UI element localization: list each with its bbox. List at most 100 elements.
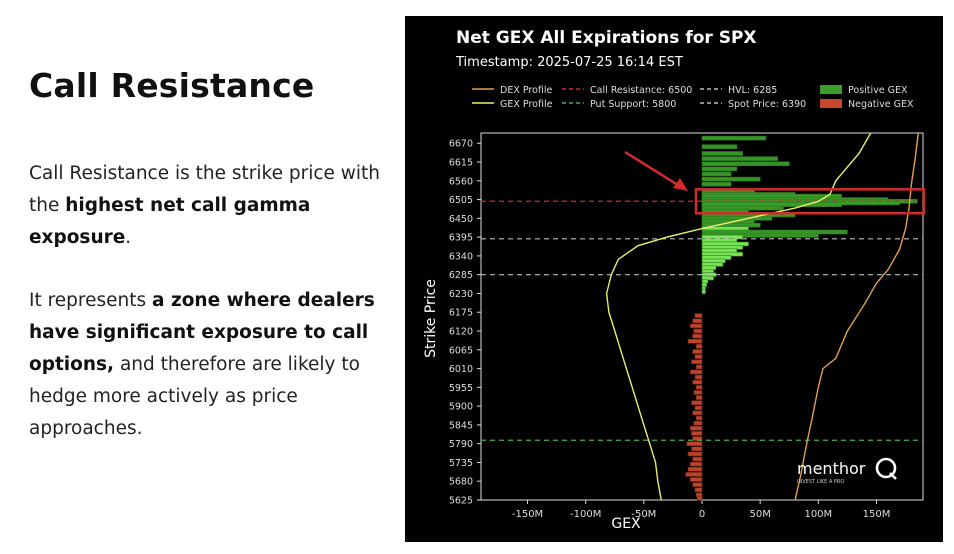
x-tick-label: 150M [863, 509, 891, 520]
positive-gex-bar [701, 156, 778, 161]
slide-title: Call Resistance [29, 66, 315, 105]
negative-gex-bar [693, 328, 703, 334]
explanation-text-1: It represents [29, 290, 153, 311]
negative-gex-bar [686, 441, 703, 446]
negative-gex-bar [692, 410, 703, 416]
y-tick-label: 5680 [449, 477, 473, 488]
negative-gex-bar [690, 461, 703, 467]
negative-gex-bar [691, 431, 703, 436]
x-tick-label: 0 [699, 509, 705, 520]
positive-gex-bar [701, 176, 761, 182]
y-tick-label: 6010 [449, 364, 473, 375]
dex-profile-line [794, 132, 919, 501]
positive-gex-bar [701, 161, 790, 167]
negative-gex-bar [687, 451, 703, 457]
positive-gex-bar [701, 135, 767, 141]
definition-text-1: Call Resistance is the strike price with… [29, 163, 381, 216]
legend-label: Spot Price: 6390 [728, 99, 806, 110]
gex-profile-line [605, 132, 872, 501]
negative-gex-bar [694, 374, 703, 380]
negative-gex-bar [692, 379, 703, 385]
y-tick-label: 6120 [449, 327, 473, 338]
negative-gex-bar [695, 415, 703, 421]
negative-gex-bar [691, 359, 703, 365]
explanation-paragraph: It represents a zone where dealers have … [29, 285, 397, 445]
logo-wordmark: menthor [797, 459, 866, 478]
y-tick-label: 5790 [449, 439, 473, 450]
negative-gex-bar [694, 487, 703, 493]
y-tick-label: 6560 [449, 176, 473, 187]
negative-gex-bar [695, 385, 703, 390]
negative-gex-bar [695, 364, 703, 370]
x-tick-label: -50M [631, 509, 656, 520]
y-tick-label: 6450 [449, 214, 473, 225]
y-tick-label: 5735 [449, 458, 473, 469]
explanation-emphasis: a zone where dealers have significant ex… [29, 290, 375, 375]
gex-chart: Net GEX All Expirations for SPX Timestamp… [423, 28, 926, 532]
legend-swatch [820, 99, 842, 108]
logo-q-tail [889, 472, 897, 480]
legend-label: HVL: 6285 [728, 85, 777, 96]
y-tick-label: 6285 [449, 270, 473, 281]
y-tick-label: 6340 [449, 251, 473, 262]
logo-tagline: INVEST LIKE A PRO [797, 479, 844, 485]
y-tick-label: 5955 [449, 383, 473, 394]
definition-paragraph: Call Resistance is the strike price with… [29, 158, 397, 254]
x-axis-label: GEX [611, 516, 641, 532]
legend-swatch [820, 85, 842, 94]
negative-gex-bar [685, 472, 703, 477]
x-tick-label: -150M [512, 509, 543, 520]
call-resistance-highlight-box [694, 188, 926, 215]
negative-gex-bar [695, 395, 703, 400]
positive-gex-bar [701, 171, 732, 177]
negative-gex-bar [694, 354, 703, 359]
negative-gex-bar [691, 446, 703, 452]
negative-gex-bar [693, 420, 703, 426]
negative-gex-bar [692, 349, 703, 354]
positive-gex-bar [701, 151, 744, 156]
y-tick-label: 6175 [449, 308, 473, 319]
y-tick-label: 6395 [449, 233, 473, 244]
negative-gex-bar [692, 482, 703, 487]
chart-subtitle: Timestamp: 2025-07-25 16:14 EST [455, 55, 683, 70]
y-axis-label: Strike Price [423, 279, 439, 358]
y-tick-label: 6230 [449, 289, 473, 300]
negative-gex-bar [697, 495, 703, 501]
negative-gex-bar [692, 456, 703, 462]
negative-gex-bar [692, 318, 703, 324]
negative-gex-bar [692, 333, 703, 339]
x-tick-label: -100M [570, 509, 601, 520]
negative-gex-bar [694, 405, 703, 411]
definition-text-2: . [125, 227, 132, 248]
negative-gex-bar [690, 369, 703, 375]
legend-label: Call Resistance: 6500 [590, 85, 692, 96]
negative-gex-bar [690, 323, 703, 329]
annotation-arrowhead [673, 178, 688, 191]
y-tick-label: 6615 [449, 158, 473, 169]
positive-gex-bar [701, 144, 738, 149]
negative-gex-bar [693, 390, 703, 395]
legend-label: Negative GEX [848, 99, 914, 110]
negative-gex-bar [694, 313, 703, 318]
x-tick-label: 100M [804, 509, 832, 520]
legend-label: Positive GEX [848, 85, 908, 96]
y-tick-label: 5625 [449, 496, 473, 507]
positive-gex-bar [701, 289, 706, 295]
negative-gex-bar [690, 477, 703, 482]
legend-label: Put Support: 5800 [590, 99, 676, 110]
logo-q-mark [875, 457, 897, 479]
chart-title: Net GEX All Expirations for SPX [456, 28, 757, 48]
y-tick-label: 6505 [449, 195, 473, 206]
y-tick-label: 5900 [449, 402, 473, 413]
y-tick-label: 6670 [449, 139, 473, 150]
positive-gex-bar [701, 181, 732, 187]
positive-gex-bar [701, 166, 738, 172]
definition-emphasis: highest net call gamma exposure [29, 195, 311, 248]
negative-gex-bar [691, 400, 703, 406]
legend-label: DEX Profile [500, 85, 553, 96]
gex-chart-panel: Net GEX All Expirations for SPX Timestamp… [405, 16, 943, 542]
y-tick-label: 6065 [449, 345, 473, 356]
negative-gex-bar [687, 338, 703, 344]
y-tick-label: 5845 [449, 420, 473, 431]
negative-gex-bar [690, 426, 703, 431]
